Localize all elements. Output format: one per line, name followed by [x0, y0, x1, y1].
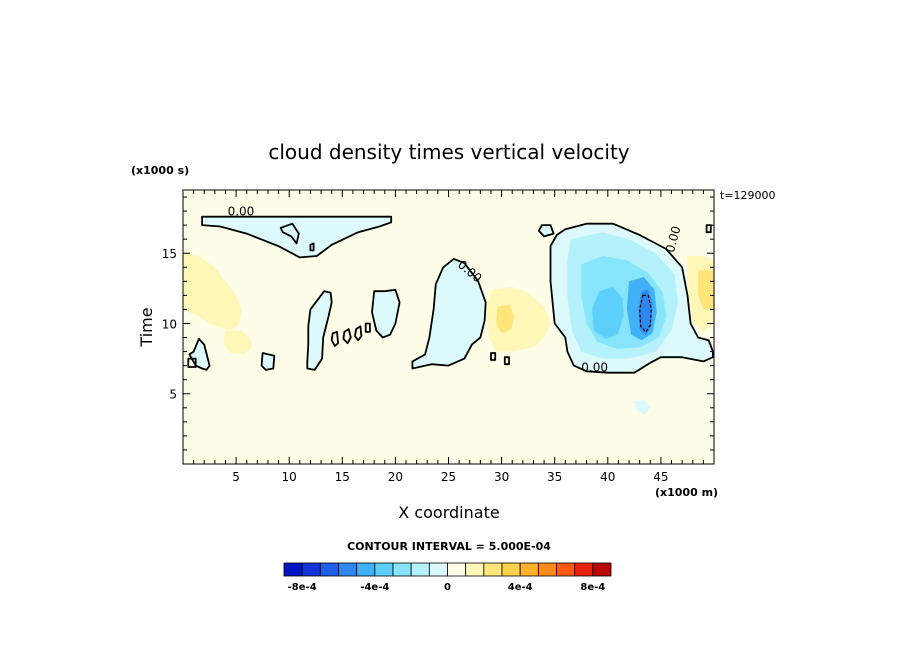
time-label: t=129000	[720, 189, 776, 202]
x-tick-label: 45	[653, 470, 668, 484]
colorbar-swatch	[592, 562, 612, 577]
contour-region	[634, 400, 651, 415]
contour-interval-label: CONTOUR INTERVAL = 5.000E-04	[347, 540, 551, 553]
x-tick-label: 25	[441, 470, 456, 484]
contour-region	[591, 287, 624, 339]
zero-contour-line	[309, 242, 315, 252]
zero-contour-line	[490, 352, 497, 361]
colorbar-swatch	[428, 562, 448, 577]
zero-contour-line	[330, 330, 340, 347]
colorbar	[283, 562, 612, 577]
zero-contour-line	[537, 224, 555, 238]
colorbar-swatch	[410, 562, 430, 577]
contour-region	[183, 253, 242, 331]
x-tick-label: 35	[547, 470, 562, 484]
contour-region	[372, 289, 400, 338]
colorbar-tick-label: -8e-4	[288, 582, 317, 593]
zero-contour-line	[371, 288, 401, 339]
colorbar-swatch	[319, 562, 339, 577]
colorbar-swatch	[392, 562, 412, 577]
x-tick-label: 30	[494, 470, 509, 484]
colorbar-swatch	[537, 562, 557, 577]
colorbar-swatch	[465, 562, 485, 577]
negative-contour-line	[639, 294, 652, 333]
contour-region	[698, 270, 714, 310]
contour-region	[496, 305, 515, 334]
contour-lines	[187, 215, 714, 374]
zero-contour-line	[549, 222, 714, 374]
y-tick-label: 15	[162, 247, 177, 261]
contour-region	[412, 258, 486, 369]
contour-region	[261, 353, 275, 370]
x-tick-label: 15	[335, 470, 350, 484]
zero-contour-line	[201, 215, 393, 259]
contour-region	[307, 291, 332, 370]
zero-contour-line	[306, 290, 333, 371]
zero-contour-line	[187, 357, 197, 368]
contour-region	[485, 287, 551, 352]
zero-contour-line	[503, 356, 510, 366]
filled-contour-regions	[183, 216, 714, 415]
zero-contour-line	[342, 328, 352, 345]
contour-region	[223, 330, 252, 355]
colorbar-tick-label: -4e-4	[360, 582, 389, 593]
colorbar-swatch	[447, 562, 467, 577]
colorbar-tick-label: 0	[444, 582, 451, 593]
zero-contour-line	[364, 322, 371, 333]
colorbar-swatch	[556, 562, 576, 577]
colorbar-swatch	[301, 562, 321, 577]
contour-label: 0.00	[663, 225, 683, 254]
zero-contour-line	[260, 352, 276, 371]
colorbar-swatch	[519, 562, 539, 577]
y-tick-label: 10	[162, 317, 177, 331]
y-tick-label: 5	[169, 388, 177, 402]
y-axis-label: Time	[137, 307, 156, 347]
zero-contour-line	[354, 325, 363, 342]
zero-contour-line	[279, 222, 300, 245]
zero-contour-line	[411, 257, 487, 370]
colorbar-tick-label: 8e-4	[580, 582, 605, 593]
x-tick-label: 5	[232, 470, 240, 484]
x-unit-label: (x1000 m)	[655, 486, 718, 499]
axis-ticks	[183, 190, 714, 464]
colorbar-swatch	[356, 562, 376, 577]
y-unit-label: (x1000 s)	[131, 164, 189, 177]
colorbar-swatch	[338, 562, 358, 577]
x-axis-label: X coordinate	[398, 503, 499, 522]
x-tick-label: 10	[282, 470, 297, 484]
chart-title: cloud density times vertical velocity	[268, 140, 629, 164]
zero-contour-line	[705, 224, 712, 234]
x-tick-label: 40	[600, 470, 615, 484]
colorbar-swatch	[501, 562, 521, 577]
colorbar-swatch	[283, 562, 303, 577]
contour-label: 0.00	[228, 204, 255, 218]
colorbar-swatch	[483, 562, 503, 577]
colorbar-labels: -8e-4 -4e-4 0 4e-4 8e-4	[288, 582, 606, 593]
colorbar-swatch	[574, 562, 594, 577]
x-tick-labels: 5 10 15 20 25 30 35 40 45	[232, 470, 668, 484]
x-tick-label: 20	[388, 470, 403, 484]
colorbar-swatch	[374, 562, 394, 577]
contour-label: 0.00	[581, 360, 608, 374]
contour-region	[202, 216, 392, 258]
colorbar-tick-label: 4e-4	[508, 582, 533, 593]
y-tick-labels: 5 10 15	[162, 247, 177, 402]
